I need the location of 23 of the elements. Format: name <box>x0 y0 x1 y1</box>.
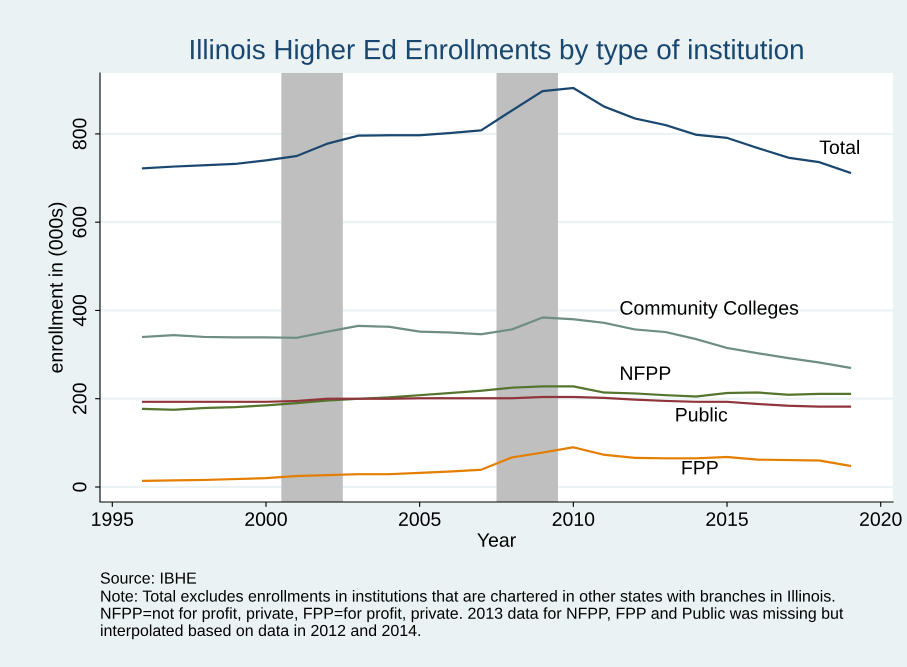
x-tick-label: 2000 <box>245 512 287 526</box>
y-tick-label: 600 <box>72 206 86 238</box>
series-label: Total <box>820 140 859 154</box>
y-tick-label: 400 <box>72 294 86 326</box>
series-label: NFPP <box>621 366 670 380</box>
x-tick-label: 1995 <box>92 512 134 526</box>
x-tick-label: 2020 <box>860 512 902 526</box>
source-note: Source: IBHE <box>100 572 196 584</box>
y-tick-label: 0 <box>72 482 86 492</box>
series-label: Community Colleges <box>620 300 798 319</box>
text: Note: Total excludes enrollments in institutions that are chartered in other states with branches in Illinois. NFPP=not for profit, private, FPP=for profit, private. 2013 data for NFPP, FPP and Public was missing but interpolated based on data in 2012 and 2014. <box>101 590 844 640</box>
series-label: FPP <box>682 460 718 474</box>
chart-title: Illinois Higher Ed Enrollments by type of institution <box>191 38 803 65</box>
line-series <box>142 396 852 408</box>
series-label: Public <box>676 407 728 422</box>
x-tick-label: 2010 <box>552 512 594 526</box>
x-axis-title: Year <box>477 533 516 547</box>
y-axis-title: enrollment in (000s) <box>48 202 67 373</box>
line-series <box>142 446 852 482</box>
x-tick-label: 2015 <box>706 512 748 526</box>
y-tick-label: 800 <box>72 118 86 150</box>
x-tick-label: 2005 <box>399 512 440 526</box>
y-tick-label: 200 <box>72 383 86 414</box>
